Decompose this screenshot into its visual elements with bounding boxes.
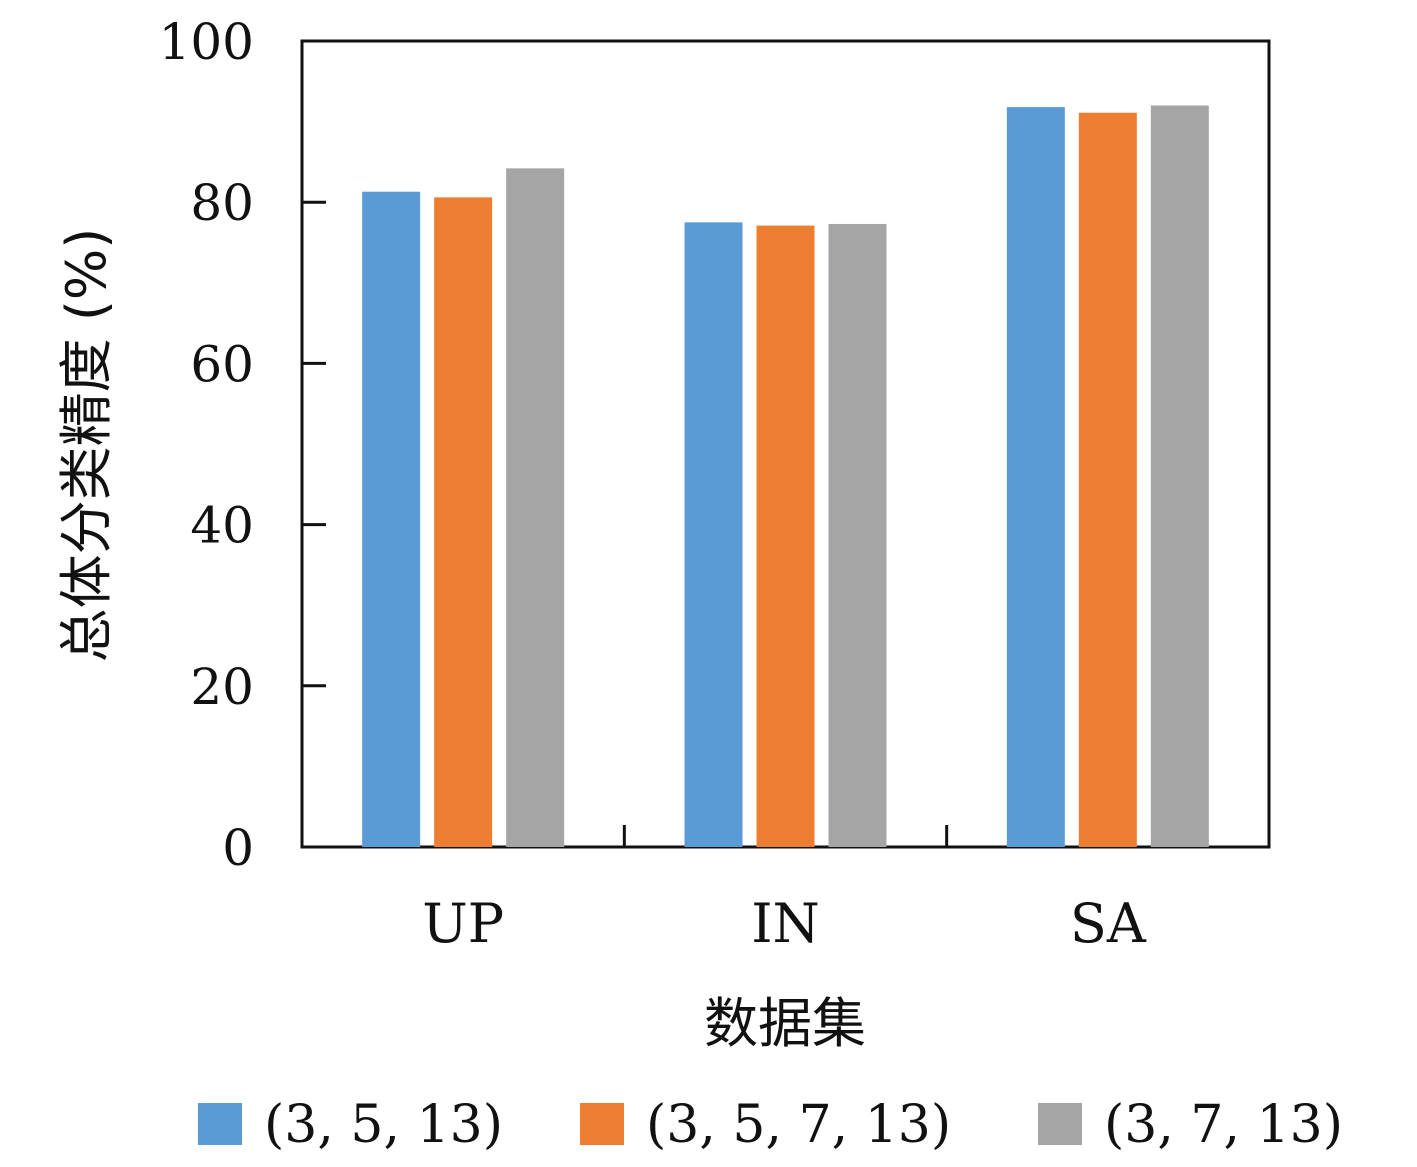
bar-IN-series-3 [828, 223, 887, 847]
legend-label: (3, 7, 13) [1104, 1095, 1343, 1155]
legend-label: (3, 5, 13) [264, 1095, 503, 1155]
bar-UP-series-1 [362, 191, 421, 848]
bars [362, 105, 1209, 848]
y-tick-label: 20 [190, 658, 254, 716]
y-axis: 0 20 40 60 80 100 [159, 13, 326, 877]
bar-UP-series-2 [434, 197, 493, 847]
y-axis-title: 总体分类精度 (%) [55, 228, 118, 663]
bar-IN-series-2 [756, 225, 815, 848]
x-axis: UP IN SA [422, 825, 1147, 955]
bar-UP-series-3 [506, 168, 565, 847]
x-tick-label: SA [1070, 892, 1147, 955]
y-tick-label: 100 [159, 13, 254, 71]
legend-swatch [580, 1103, 624, 1145]
y-tick-label: 0 [222, 819, 254, 877]
legend-swatch [198, 1103, 242, 1145]
bar-SA-series-3 [1150, 105, 1209, 848]
legend: (3, 5, 13) (3, 5, 7, 13) (3, 7, 13) [198, 1095, 1343, 1155]
y-tick-label: 40 [190, 497, 254, 555]
legend-label: (3, 5, 7, 13) [646, 1095, 951, 1155]
bar-SA-series-1 [1006, 107, 1065, 848]
bar-IN-series-1 [684, 222, 743, 848]
bar-SA-series-2 [1078, 112, 1137, 847]
y-tick-label: 60 [190, 335, 254, 393]
x-tick-label: UP [422, 892, 504, 955]
x-axis-title: 数据集 [704, 992, 866, 1055]
x-tick-label: IN [751, 892, 820, 955]
legend-swatch [1038, 1103, 1082, 1145]
y-tick-label: 80 [190, 174, 254, 232]
